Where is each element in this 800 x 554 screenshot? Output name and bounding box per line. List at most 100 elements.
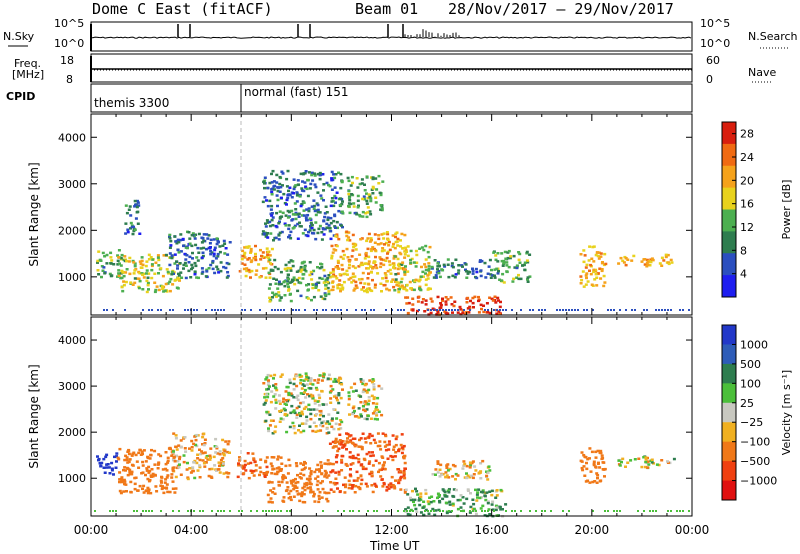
data-cell (303, 388, 307, 392)
data-cell (225, 261, 229, 265)
data-cell (369, 213, 373, 216)
data-cell (157, 264, 161, 267)
data-cell (328, 422, 332, 426)
data-cell (393, 280, 397, 283)
data-cell (373, 261, 376, 264)
data-cell (504, 257, 508, 260)
data-cell (206, 458, 210, 461)
data-cell (300, 268, 304, 271)
data-cell (370, 309, 372, 311)
data-cell (603, 475, 606, 478)
data-cell (136, 199, 139, 203)
data-cell (333, 225, 337, 228)
data-cell (189, 471, 193, 474)
data-cell (316, 266, 319, 269)
data-cell (163, 289, 167, 292)
data-cell (166, 490, 170, 494)
data-cell (106, 309, 108, 311)
data-cell (224, 440, 228, 443)
data-cell (249, 260, 253, 264)
data-cell (518, 261, 522, 264)
data-cell (303, 466, 307, 469)
data-cell (359, 464, 363, 467)
data-cell (316, 231, 320, 235)
data-cell (174, 454, 178, 457)
data-cell (394, 451, 398, 454)
data-cell (331, 270, 335, 273)
data-cell (153, 290, 157, 294)
data-cell (497, 299, 500, 302)
data-cell (368, 288, 372, 292)
data-cell (324, 473, 328, 476)
data-cell (214, 257, 218, 260)
data-cell (214, 309, 216, 311)
data-cell (268, 199, 272, 203)
data-cell (376, 510, 378, 512)
data-cell (313, 470, 317, 474)
data-cell (338, 439, 342, 442)
data-cell (146, 491, 150, 495)
data-cell (266, 387, 270, 391)
data-cell (130, 463, 134, 467)
data-cell (394, 240, 398, 244)
data-cell (191, 466, 195, 469)
data-cell (208, 454, 212, 457)
data-cell (184, 276, 188, 280)
data-cell (424, 299, 428, 302)
data-cell (329, 204, 333, 208)
data-cell (313, 172, 317, 175)
data-cell (307, 386, 311, 390)
data-cell (445, 511, 449, 515)
data-cell (409, 249, 413, 253)
data-cell (353, 491, 357, 494)
data-cell (301, 422, 305, 425)
data-cell (613, 309, 615, 311)
data-cell (603, 281, 607, 284)
data-cell (424, 303, 428, 306)
data-cell (479, 269, 483, 272)
data-cell (301, 392, 305, 395)
data-cell (423, 263, 427, 266)
data-cell (190, 446, 194, 449)
data-cell (298, 221, 301, 224)
data-cell (365, 452, 369, 456)
data-cell (139, 262, 143, 266)
data-cell (165, 268, 169, 271)
data-cell (588, 481, 592, 484)
data-cell (655, 510, 657, 512)
data-cell (372, 383, 376, 386)
data-cell (359, 437, 363, 440)
data-cell (277, 466, 281, 469)
data-cell (292, 382, 296, 386)
data-cell (632, 254, 636, 258)
data-cell (646, 456, 649, 460)
data-cell (127, 452, 131, 456)
data-cell (238, 459, 241, 462)
data-cell (399, 239, 402, 242)
data-cell (505, 264, 509, 267)
data-cell (307, 209, 311, 213)
data-cell (350, 281, 354, 284)
data-cell (142, 276, 146, 279)
data-cell (136, 489, 140, 492)
data-cell (496, 260, 500, 263)
data-cell (422, 500, 426, 503)
data-cell (313, 500, 317, 503)
data-cell (326, 500, 330, 503)
data-cell (115, 460, 118, 463)
data-cell (287, 235, 290, 239)
data-cell (399, 443, 403, 447)
data-cell (278, 175, 282, 179)
data-cell (388, 510, 390, 512)
data-cell (218, 250, 222, 254)
data-cell (404, 265, 407, 268)
data-cell (340, 180, 344, 183)
data-cell (529, 510, 531, 512)
data-cell (168, 280, 172, 284)
data-cell (521, 264, 524, 267)
data-cell (350, 487, 354, 490)
data-cell (203, 451, 207, 454)
data-cell (535, 510, 537, 512)
data-cell (333, 214, 337, 218)
data-cell (397, 309, 399, 311)
